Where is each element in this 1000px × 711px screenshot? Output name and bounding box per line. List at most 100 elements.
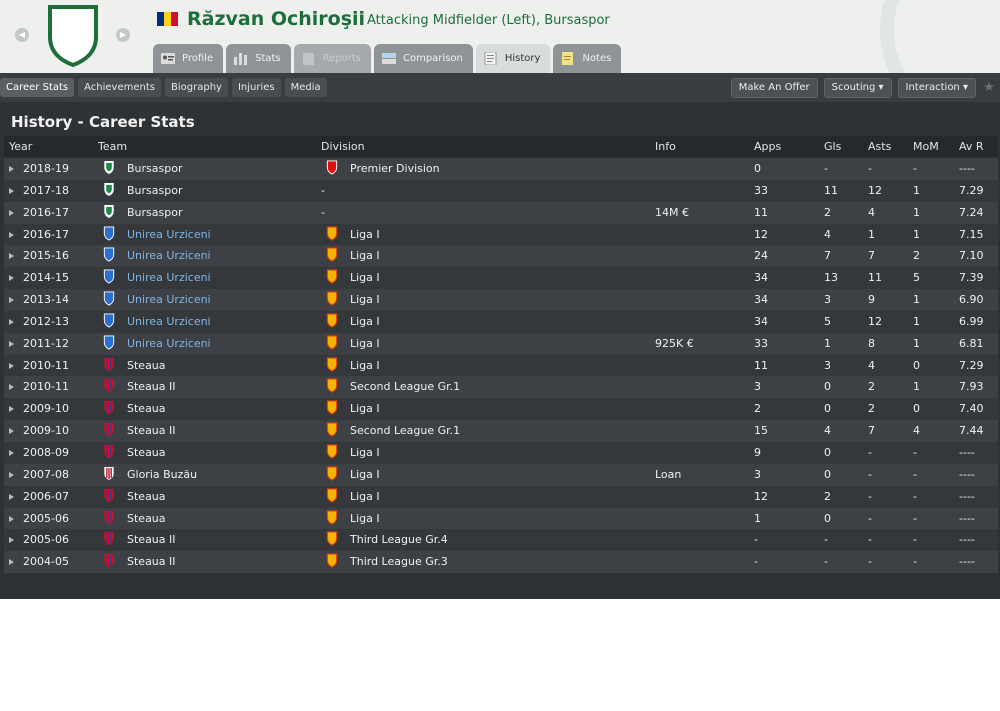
triangle-right-icon[interactable] xyxy=(9,318,14,325)
table-row[interactable]: 2012-13 Unirea Urziceni Liga I 34 5 12 1 6.99 xyxy=(4,310,998,333)
forward-arrow-icon[interactable]: ▶ xyxy=(116,28,130,42)
steaua-crest-icon[interactable] xyxy=(103,444,115,459)
division-cell[interactable]: Third League Gr.3 xyxy=(350,555,448,569)
triangle-right-icon[interactable] xyxy=(9,253,14,260)
unirea-crest-icon[interactable] xyxy=(103,313,115,328)
team-cell[interactable]: Steaua II xyxy=(127,533,176,547)
steaua-crest-icon[interactable] xyxy=(103,488,115,503)
triangle-right-icon[interactable] xyxy=(9,187,14,194)
table-row[interactable]: 2004-05 Steaua II Third League Gr.3- - - - ---… xyxy=(4,551,998,574)
triangle-right-icon[interactable] xyxy=(9,449,14,456)
division-cell[interactable]: Liga I xyxy=(350,467,380,481)
table-row[interactable]: 2010-11 Steaua II Second League Gr.1 3 0 2 1 7.… xyxy=(4,376,998,399)
team-cell[interactable]: Unirea Urziceni xyxy=(127,336,211,350)
subtab-achievements[interactable]: Achievements xyxy=(78,78,161,97)
make-offer-button[interactable]: Make An Offer xyxy=(730,78,818,98)
steaua-crest-icon[interactable] xyxy=(103,553,115,568)
triangle-right-icon[interactable] xyxy=(9,340,14,347)
column-header-assists[interactable]: Asts xyxy=(868,140,892,153)
division-cell[interactable]: Liga I xyxy=(350,445,380,459)
table-row[interactable]: 2009-10 Steaua Liga I 2 0 2 0 7.40 xyxy=(4,398,998,421)
team-cell[interactable]: Steaua xyxy=(127,489,166,503)
division-cell[interactable]: Second League Gr.1 xyxy=(350,380,461,394)
triangle-right-icon[interactable] xyxy=(9,384,14,391)
table-row[interactable]: 2014-15 Unirea Urziceni Liga I 34 13 11 5 7.39 xyxy=(4,267,998,290)
division-cell[interactable]: Liga I xyxy=(350,336,380,350)
star-icon[interactable]: ★ xyxy=(983,80,995,95)
division-cell[interactable]: Liga I xyxy=(350,402,380,416)
team-cell[interactable]: Unirea Urziceni xyxy=(127,314,211,328)
team-cell[interactable]: Unirea Urziceni xyxy=(127,227,211,241)
table-row[interactable]: 2016-17 Bursaspor - 14M € 11 2 4 1 7.24 xyxy=(4,201,998,224)
tab-stats[interactable]: Stats xyxy=(226,44,291,73)
column-header-avg-rating[interactable]: Av R xyxy=(959,140,984,153)
table-row[interactable]: 2015-16 Unirea Urziceni Liga I 24 7 7 2 7.10 xyxy=(4,245,998,268)
division-cell[interactable]: Liga I xyxy=(350,271,380,285)
unirea-crest-icon[interactable] xyxy=(103,247,115,262)
division-cell[interactable]: Premier Division xyxy=(350,162,440,175)
triangle-right-icon[interactable] xyxy=(9,362,14,369)
tab-profile[interactable]: Profile xyxy=(153,44,224,73)
subtab-media[interactable]: Media xyxy=(284,78,327,97)
back-arrow-icon[interactable]: ◀ xyxy=(15,28,29,42)
steaua-crest-icon[interactable] xyxy=(103,531,115,546)
bursaspor-crest-icon[interactable] xyxy=(103,182,115,197)
table-row[interactable]: 2005-06 Steaua Liga I 1 0- - ---- xyxy=(4,507,998,530)
table-row[interactable]: 2007-08 Gloria Buzău Liga I Loan 3 0- - ---- xyxy=(4,463,998,486)
team-cell[interactable]: Bursaspor xyxy=(127,205,183,219)
table-row[interactable]: 2011-12 Unirea Urziceni Liga I 925K € 33 1 8 1 6… xyxy=(4,332,998,355)
team-cell[interactable]: Unirea Urziceni xyxy=(127,293,211,307)
triangle-right-icon[interactable] xyxy=(9,209,14,216)
steaua-crest-icon[interactable] xyxy=(103,422,115,437)
column-header-info[interactable]: Info xyxy=(655,140,676,153)
steaua-crest-icon[interactable] xyxy=(103,510,115,525)
triangle-right-icon[interactable] xyxy=(9,428,14,435)
team-cell[interactable]: Bursaspor xyxy=(127,162,183,175)
triangle-right-icon[interactable] xyxy=(9,166,14,172)
triangle-right-icon[interactable] xyxy=(9,471,14,478)
division-cell[interactable]: Liga I xyxy=(350,358,380,372)
triangle-right-icon[interactable] xyxy=(9,515,14,522)
unirea-crest-icon[interactable] xyxy=(103,269,115,284)
triangle-right-icon[interactable] xyxy=(9,559,14,566)
team-cell[interactable]: Unirea Urziceni xyxy=(127,249,211,263)
team-cell[interactable]: Bursaspor xyxy=(127,183,183,197)
interaction-dropdown[interactable]: Interaction ▾ xyxy=(897,78,976,98)
table-row[interactable]: 2018-19 Bursaspor Premier Division 0- - - ---- xyxy=(4,158,998,180)
division-cell[interactable]: Second League Gr.1 xyxy=(350,424,461,438)
unirea-crest-icon[interactable] xyxy=(103,291,115,306)
division-cell[interactable]: Liga I xyxy=(350,314,380,328)
team-cell[interactable]: Gloria Buzău xyxy=(127,467,198,481)
subtab-injuries[interactable]: Injuries xyxy=(231,78,281,97)
column-header-division[interactable]: Division xyxy=(321,140,365,153)
bursaspor-crest-icon[interactable] xyxy=(103,204,115,219)
bursaspor-crest-icon[interactable] xyxy=(103,160,115,175)
team-cell[interactable]: Steaua xyxy=(127,445,166,459)
steaua-crest-icon[interactable] xyxy=(103,378,115,393)
steaua-crest-icon[interactable] xyxy=(103,357,115,372)
table-row[interactable]: 2010-11 Steaua Liga I 11 3 4 0 7.29 xyxy=(4,354,998,377)
subtab-career-stats[interactable]: Career Stats xyxy=(0,78,75,97)
column-header-goals[interactable]: Gls xyxy=(824,140,842,153)
team-cell[interactable]: Steaua II xyxy=(127,555,176,569)
tab-history[interactable]: History xyxy=(475,44,551,73)
steaua-crest-icon[interactable] xyxy=(103,400,115,415)
triangle-right-icon[interactable] xyxy=(9,297,14,304)
team-cell[interactable]: Steaua xyxy=(127,511,166,525)
triangle-right-icon[interactable] xyxy=(9,537,14,544)
table-row[interactable]: 2008-09 Steaua Liga I 9 0- - ---- xyxy=(4,441,998,464)
unirea-crest-icon[interactable] xyxy=(103,226,115,241)
column-header-mom[interactable]: MoM xyxy=(913,140,939,153)
table-row[interactable]: 2009-10 Steaua II Second League Gr.1 15 4 7 4 7… xyxy=(4,420,998,442)
player-role[interactable]: Attacking Midfielder (Left), Bursaspor xyxy=(367,13,610,28)
table-row[interactable]: 2006-07 Steaua Liga I 12 2- - ---- xyxy=(4,485,998,508)
table-row[interactable]: 2005-06 Steaua II Third League Gr.4- - - - ---… xyxy=(4,529,998,552)
division-cell[interactable]: Liga I xyxy=(350,511,380,525)
triangle-right-icon[interactable] xyxy=(9,493,14,500)
column-header-apps[interactable]: Apps xyxy=(754,140,782,153)
team-cell[interactable]: Unirea Urziceni xyxy=(127,271,211,285)
unirea-crest-icon[interactable] xyxy=(103,335,115,350)
table-row[interactable]: 2016-17 Unirea Urziceni Liga I 12 4 1 1 7.15 xyxy=(4,223,998,246)
division-cell[interactable]: Liga I xyxy=(350,293,380,307)
column-header-year[interactable]: Year xyxy=(9,140,33,153)
